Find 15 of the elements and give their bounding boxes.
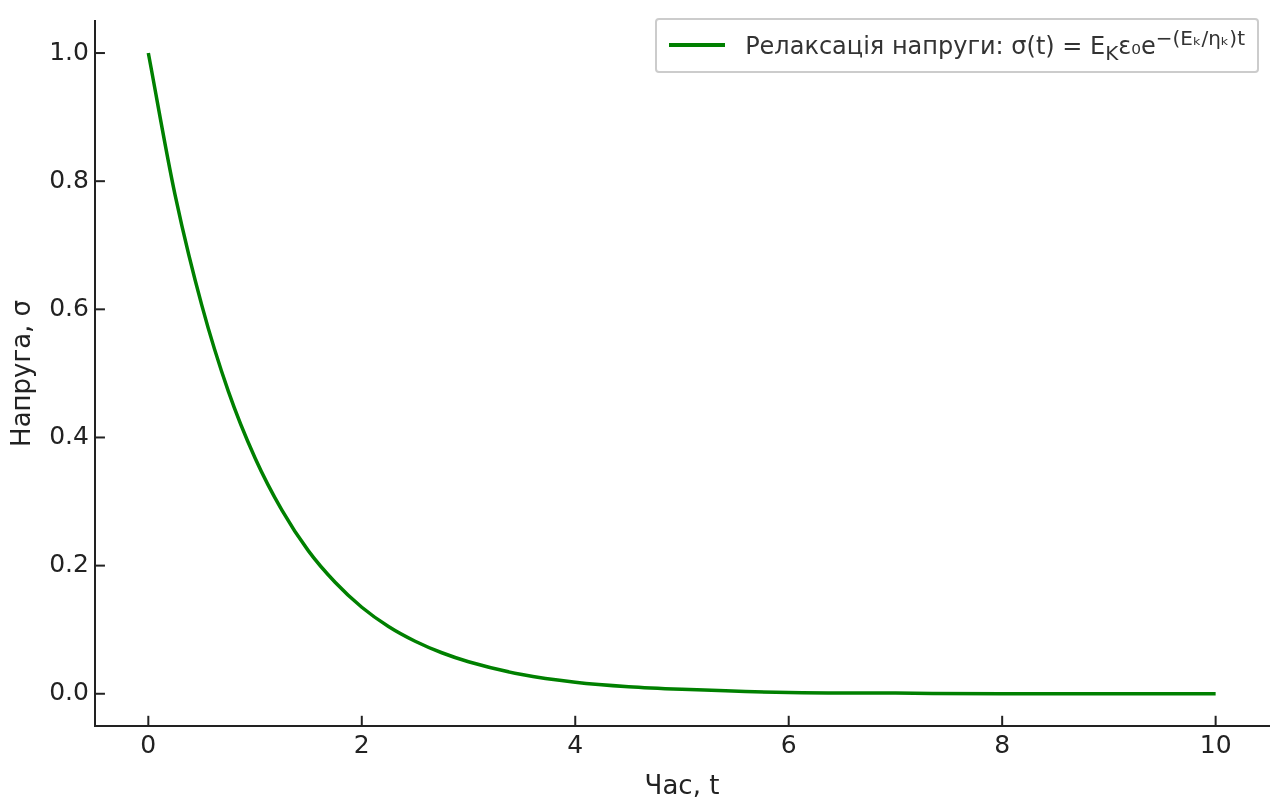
y-tick-label: 0.4 bbox=[49, 420, 89, 450]
x-tick-label: 8 bbox=[994, 730, 1011, 760]
x-tick-label: 10 bbox=[1199, 730, 1232, 760]
x-tick-label: 6 bbox=[780, 730, 797, 760]
x-axis-title: Час, t bbox=[644, 770, 720, 801]
y-axis-title: Напруга, σ bbox=[6, 299, 37, 447]
x-tick-label: 0 bbox=[140, 730, 157, 760]
y-tick-label: 0.2 bbox=[49, 549, 89, 579]
y-tick-label: 0.8 bbox=[49, 164, 89, 194]
legend-label: Релаксація напруги: σ(t) = E$_{K}$ε₀e$^{−(Eₖ/ηₖ)t}$ bbox=[745, 26, 1245, 65]
x-tick-label: 4 bbox=[567, 730, 584, 760]
y-tick-label: 0.0 bbox=[49, 677, 89, 707]
y-tick-label: 0.6 bbox=[49, 292, 89, 322]
x-tick-label: 2 bbox=[353, 730, 370, 760]
y-tick-label: 1.0 bbox=[49, 36, 89, 66]
